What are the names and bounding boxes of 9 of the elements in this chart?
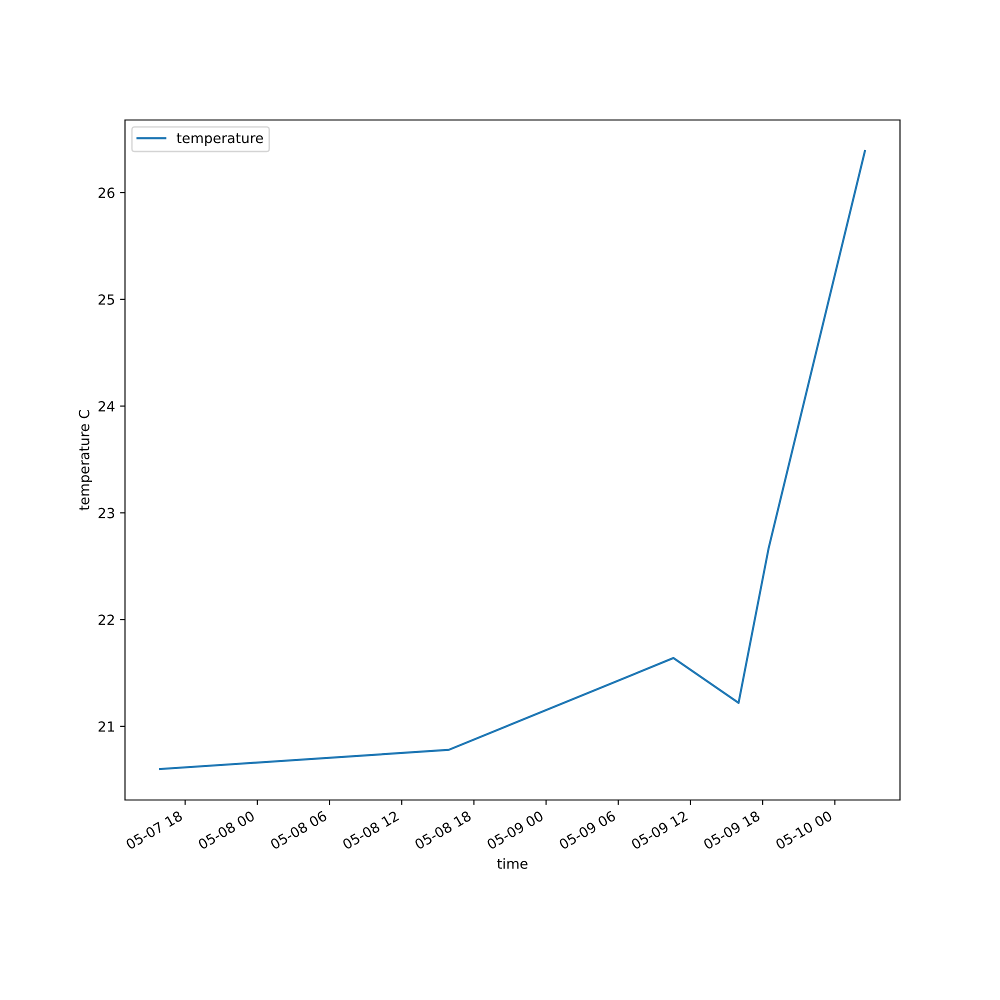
y-tick-label: 21 <box>98 721 114 732</box>
y-tick-label: 23 <box>98 508 114 518</box>
legend-label: temperature <box>176 133 263 146</box>
x-axis-title: time <box>497 858 528 869</box>
y-tick-label: 24 <box>98 401 114 412</box>
y-tick-label: 26 <box>98 188 114 198</box>
y-tick-label: 25 <box>98 294 114 305</box>
y-tick-label: 22 <box>98 614 114 625</box>
y-axis-title: temperature C <box>78 410 92 510</box>
